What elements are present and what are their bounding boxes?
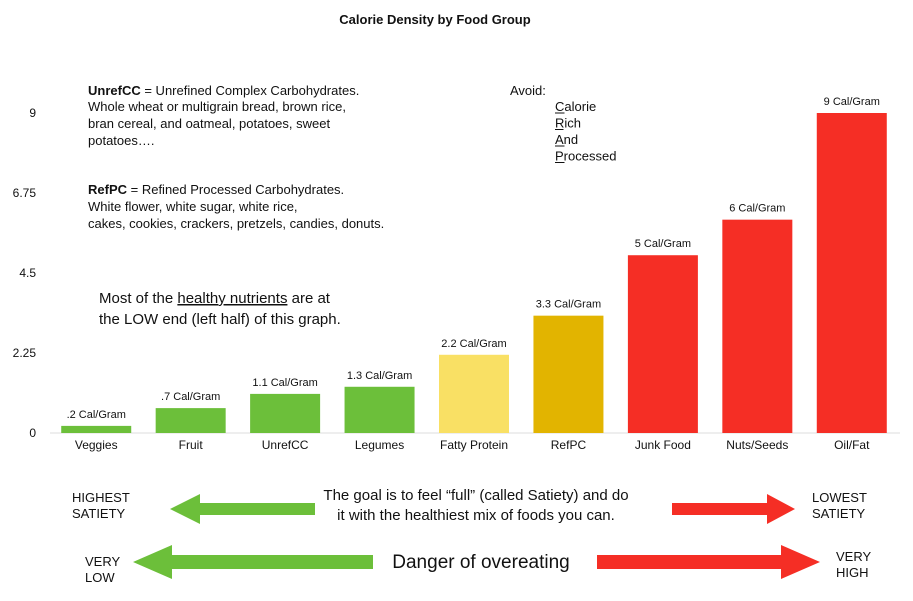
avoid-word: Processed: [555, 149, 616, 164]
note-line: Whole wheat or multigrain bread, brown r…: [88, 99, 346, 114]
satiety-label: HIGHEST: [72, 490, 130, 505]
value-label: 2.2 Cal/Gram: [441, 338, 506, 350]
bar: [439, 354, 509, 433]
overeating-label: HIGH: [836, 565, 869, 580]
arrows: [133, 494, 820, 579]
nutrients-note: the LOW end (left half) of this graph.: [99, 311, 341, 328]
note-line: potatoes….: [88, 133, 155, 148]
satiety-label: SATIETY: [72, 506, 126, 521]
bar: [344, 386, 415, 433]
satiety-label: SATIETY: [812, 506, 866, 521]
x-tick-label: Fruit: [179, 438, 204, 452]
x-tick-label: Fatty Protein: [440, 438, 508, 452]
x-tick-label: UnrefCC: [262, 438, 309, 452]
x-tick-label: RefPC: [551, 438, 587, 452]
arrow-right-red: [597, 545, 820, 579]
text-part: = Refined Processed Carbohydrates.: [127, 182, 344, 197]
value-label: .7 Cal/Gram: [161, 391, 220, 403]
value-label: 3.3 Cal/Gram: [536, 299, 601, 311]
y-tick-label: 4.5: [19, 266, 36, 280]
satiety-message: The goal is to feel “full” (called Satie…: [323, 487, 628, 504]
avoid-heading: Avoid:: [510, 83, 546, 98]
avoid-word: Rich: [555, 116, 581, 131]
note-line: White flower, white sugar, white rice,: [88, 199, 298, 214]
x-tick-label: Veggies: [75, 438, 118, 452]
arrow-right-red: [672, 494, 795, 524]
y-tick-label: 2.25: [13, 346, 37, 360]
text-part: RefPC: [88, 182, 128, 197]
x-tick-label: Oil/Fat: [834, 438, 870, 452]
y-tick-label: 0: [29, 426, 36, 440]
overeating-label: LOW: [85, 570, 115, 585]
nutrients-note: Most of the healthy nutrients are at: [99, 290, 331, 307]
y-tick-label: 9: [29, 106, 36, 120]
value-label: 1.1 Cal/Gram: [252, 377, 317, 389]
bar: [61, 425, 132, 433]
arrow-left-green: [133, 545, 373, 579]
value-label: .2 Cal/Gram: [67, 409, 126, 421]
text-part: healthy nutrients: [177, 290, 287, 307]
overeating-label: VERY: [85, 554, 120, 569]
value-label: 5 Cal/Gram: [635, 238, 691, 250]
x-tick-label: Nuts/Seeds: [726, 438, 788, 452]
value-label: 1.3 Cal/Gram: [347, 370, 412, 382]
bar: [250, 393, 321, 433]
note-line: cakes, cookies, crackers, pretzels, cand…: [88, 216, 384, 231]
bar: [816, 113, 887, 433]
avoid-word: Calorie: [555, 99, 596, 114]
y-tick-label: 6.75: [13, 186, 37, 200]
text-part: UnrefCC: [88, 83, 141, 98]
chart-title: Calorie Density by Food Group: [339, 12, 530, 27]
overeating-label: VERY: [836, 549, 871, 564]
value-label: 9 Cal/Gram: [824, 96, 880, 108]
satiety-message: it with the healthiest mix of foods you …: [337, 507, 615, 524]
text-part: Most of the: [99, 290, 177, 307]
x-tick-label: Junk Food: [635, 438, 691, 452]
bar: [722, 219, 793, 433]
definition: RefPC = Refined Processed Carbohydrates.: [88, 182, 344, 197]
arrow-left-green: [170, 494, 315, 524]
satiety-label: LOWEST: [812, 490, 867, 505]
overeating-message: Danger of overeating: [392, 552, 569, 573]
bar: [155, 408, 226, 433]
x-tick-label: Legumes: [355, 438, 404, 452]
text-part: are at: [287, 290, 330, 307]
value-label: 6 Cal/Gram: [729, 203, 785, 215]
definition: UnrefCC = Unrefined Complex Carbohydrate…: [88, 83, 359, 98]
text-part: = Unrefined Complex Carbohydrates.: [141, 83, 360, 98]
bar: [627, 255, 698, 433]
avoid-word: And: [555, 132, 578, 147]
bar: [533, 315, 604, 433]
note-line: bran cereal, and oatmeal, potatoes, swee…: [88, 116, 330, 131]
